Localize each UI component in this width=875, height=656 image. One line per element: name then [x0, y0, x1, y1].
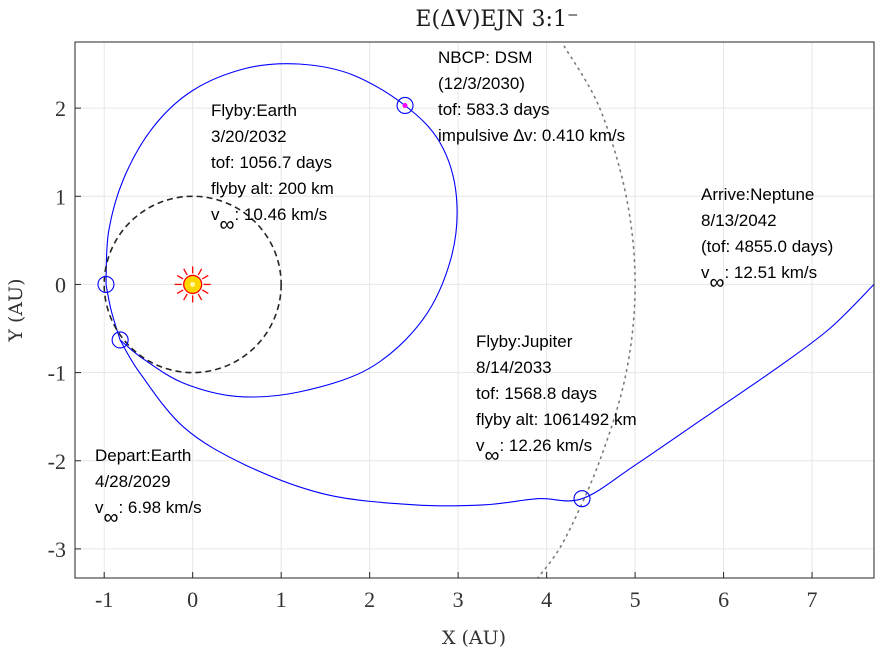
annotation-flyby-earth: Flyby:Earth 3/20/2032 tof: 1056.7 days flyb… — [211, 101, 334, 236]
annotation-line: v∞: 12.51 km/s — [701, 263, 817, 294]
plot-area — [97, 45, 874, 578]
annotation-line: 8/14/2033 — [476, 358, 552, 377]
y-tick-label: -3 — [48, 537, 66, 562]
annotation-line: tof: 1056.7 days — [211, 153, 332, 172]
grid — [75, 42, 874, 578]
sun-ray — [201, 289, 209, 294]
dsm-burn-marker — [402, 102, 408, 108]
annotation-line: v∞: 12.26 km/s — [476, 436, 592, 467]
x-tick-label: 3 — [453, 587, 464, 612]
x-tick-label: 6 — [718, 587, 729, 612]
x-tick-label: 5 — [630, 587, 641, 612]
x-tick-label: 0 — [187, 587, 198, 612]
annotation-line: (tof: 4855.0 days) — [701, 237, 833, 256]
annotation-line: NBCP: DSM — [438, 48, 532, 67]
y-tick-label: 0 — [55, 272, 66, 297]
event-marker-depart-earth — [111, 331, 129, 349]
trajectory-line-2 — [105, 63, 458, 398]
earth-orbit-line — [103, 195, 282, 374]
sun-ray — [197, 293, 203, 301]
event-marker-flyby-earth — [97, 275, 115, 293]
annotation-line: 3/20/2032 — [211, 127, 287, 146]
jupiter-orbit-line — [537, 45, 636, 578]
x-axis-label: X (AU) — [442, 627, 506, 649]
annotation-line: flyby alt: 1061492 km — [476, 410, 637, 429]
annotation-line: Flyby:Earth — [211, 101, 297, 120]
annotation-arrive: Arrive:Neptune 8/13/2042 (tof: 4855.0 days… — [701, 185, 833, 294]
event-marker-dsm — [396, 96, 414, 115]
tick-labels: -1 0 1 2 3 4 5 6 7 -3 -2 -1 0 1 2 — [48, 96, 818, 612]
y-tick-label: -2 — [48, 449, 66, 474]
chart-title: E(ΔV)EJN 3:1⁻ — [415, 7, 578, 32]
sun-ray — [183, 268, 188, 276]
sun-ray — [176, 289, 184, 294]
annotation-line: 4/28/2029 — [95, 472, 171, 491]
annotations: Depart:Earth 4/28/2029 v∞: 6.98 km/s Flyby:… — [95, 48, 833, 529]
y-axis-label: Y (AU) — [5, 278, 27, 342]
x-tick-label: 1 — [276, 587, 287, 612]
y-tick-label: -1 — [48, 361, 66, 386]
sun-core — [190, 281, 196, 287]
annotation-dsm: NBCP: DSM (12/3/2030) tof: 583.3 days impul… — [438, 48, 625, 145]
plot-layer — [97, 45, 874, 578]
sun-ray — [183, 293, 188, 301]
annotation-line: v∞: 10.46 km/s — [211, 205, 327, 236]
annotation-line: Arrive:Neptune — [701, 185, 814, 204]
trajectory-line-0 — [119, 284, 874, 507]
annotation-line: v∞: 6.98 km/s — [95, 498, 202, 529]
annotation-line: flyby alt: 200 km — [211, 179, 334, 198]
annotation-depart: Depart:Earth 4/28/2029 v∞: 6.98 km/s — [95, 446, 202, 529]
annotation-flyby-jupiter: Flyby:Jupiter 8/14/2033 tof: 1568.8 days fl… — [476, 332, 637, 467]
annotation-line: Depart:Earth — [95, 446, 191, 465]
annotation-line: impulsive ∆v: 0.410 km/s — [438, 126, 625, 145]
event-marker-flyby-jupiter — [573, 490, 591, 508]
sun-ray — [176, 274, 184, 280]
sun-ray — [197, 268, 203, 276]
annotation-line: (12/3/2030) — [438, 74, 525, 93]
trajectory-line-1 — [105, 284, 121, 341]
annotation-line: Flyby:Jupiter — [476, 332, 573, 351]
x-tick-label: -1 — [95, 587, 113, 612]
y-tick-label: 1 — [55, 184, 66, 209]
x-tick-label: 4 — [541, 587, 552, 612]
x-tick-label: 2 — [364, 587, 375, 612]
annotation-line: tof: 583.3 days — [438, 100, 550, 119]
x-tick-label: 7 — [807, 587, 818, 612]
axes-box — [74, 41, 875, 579]
sun-ray — [201, 274, 209, 280]
annotation-line: tof: 1568.8 days — [476, 384, 597, 403]
y-tick-label: 2 — [55, 96, 66, 121]
annotation-line: 8/13/2042 — [701, 211, 777, 230]
